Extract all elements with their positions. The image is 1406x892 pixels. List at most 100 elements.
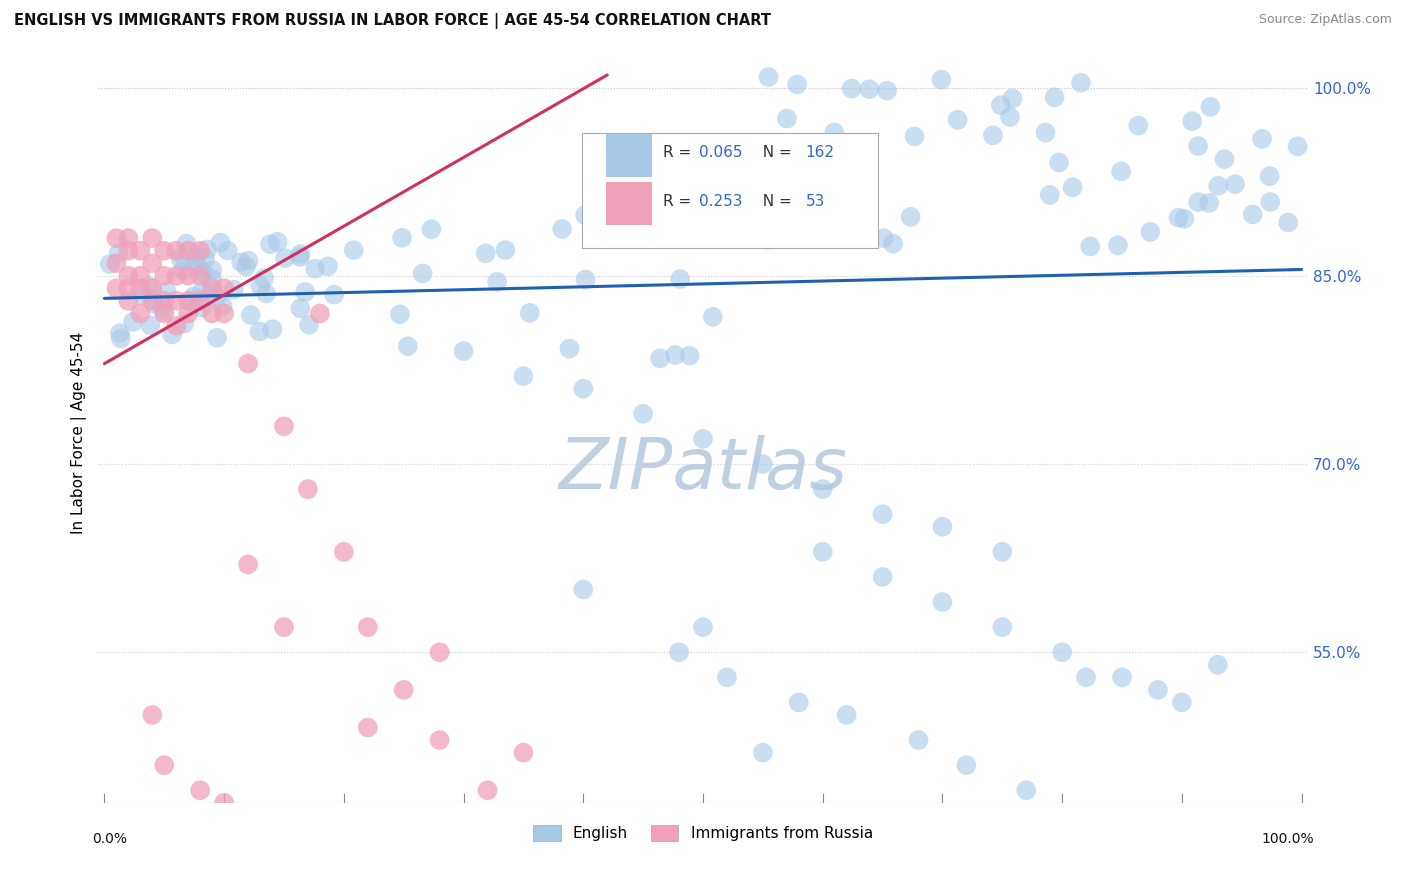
Point [150,301,173,315]
Point [191,301,214,315]
Point [1039,188,1062,202]
Point [1251,132,1274,146]
Point [254,286,277,301]
Point [631,407,654,421]
Point [668,645,690,659]
Point [832,137,855,152]
Point [1198,196,1220,211]
Point [172,264,194,278]
Point [153,306,176,320]
Point [955,758,977,772]
Point [858,82,880,96]
Point [600,221,623,235]
Point [105,231,128,245]
Point [153,303,176,318]
Point [692,432,714,446]
Point [1206,178,1229,193]
Point [474,246,496,260]
Point [664,348,686,362]
Point [494,243,516,257]
Point [177,293,200,308]
Point [235,260,257,274]
Point [129,268,152,283]
Point [1187,139,1209,153]
Legend: English, Immigrants from Russia: English, Immigrants from Russia [527,819,879,847]
Point [1258,169,1281,183]
Point [141,293,163,308]
Point [290,247,312,261]
Point [876,84,898,98]
Point [931,520,953,534]
Point [117,293,139,308]
Text: N =: N = [752,194,796,209]
Point [188,293,211,308]
Point [903,129,925,144]
Point [274,251,297,265]
Point [211,299,233,313]
Point [1050,645,1073,659]
Point [129,281,152,295]
Point [391,231,413,245]
Point [412,267,434,281]
Point [872,507,894,521]
Point [209,235,232,250]
Point [872,231,894,245]
Point [1187,195,1209,210]
Point [1213,152,1236,166]
Point [572,382,595,396]
Point [1043,90,1066,104]
Point [239,308,262,322]
Point [194,252,217,266]
Point [823,126,845,140]
Point [669,272,692,286]
Point [392,682,415,697]
Point [763,193,786,207]
Point [752,457,775,471]
Point [821,222,844,236]
Point [1111,670,1133,684]
Point [188,268,211,283]
Point [1241,207,1264,221]
Point [981,128,1004,143]
Point [1167,211,1189,225]
Point [266,235,288,249]
Point [574,208,596,222]
Point [165,293,187,308]
Point [769,150,792,164]
Point [153,268,176,283]
Point [205,331,228,345]
Point [217,244,239,258]
Point [519,306,541,320]
Point [388,307,411,321]
Point [186,249,208,263]
Point [183,289,205,303]
Point [188,244,211,258]
Point [333,545,356,559]
Point [1062,180,1084,194]
Point [882,236,904,251]
Point [477,783,499,797]
FancyBboxPatch shape [606,182,652,226]
Text: ENGLISH VS IMMIGRANTS FROM RUSSIA IN LABOR FORCE | AGE 45-54 CORRELATION CHART: ENGLISH VS IMMIGRANTS FROM RUSSIA IN LAB… [14,13,770,29]
Point [117,281,139,295]
Point [1171,695,1194,709]
Point [1199,100,1222,114]
Point [191,284,214,298]
Point [238,253,260,268]
FancyBboxPatch shape [606,135,652,178]
Point [184,259,207,273]
Point [842,202,865,217]
Point [165,244,187,258]
Point [558,342,581,356]
Point [139,318,162,333]
Text: 0.253: 0.253 [699,194,742,209]
Point [316,260,339,274]
Point [429,645,451,659]
Point [1147,682,1170,697]
Point [752,746,775,760]
Point [143,297,166,311]
Point [165,318,187,333]
Point [1015,783,1038,797]
Point [844,170,866,185]
Point [323,287,346,301]
